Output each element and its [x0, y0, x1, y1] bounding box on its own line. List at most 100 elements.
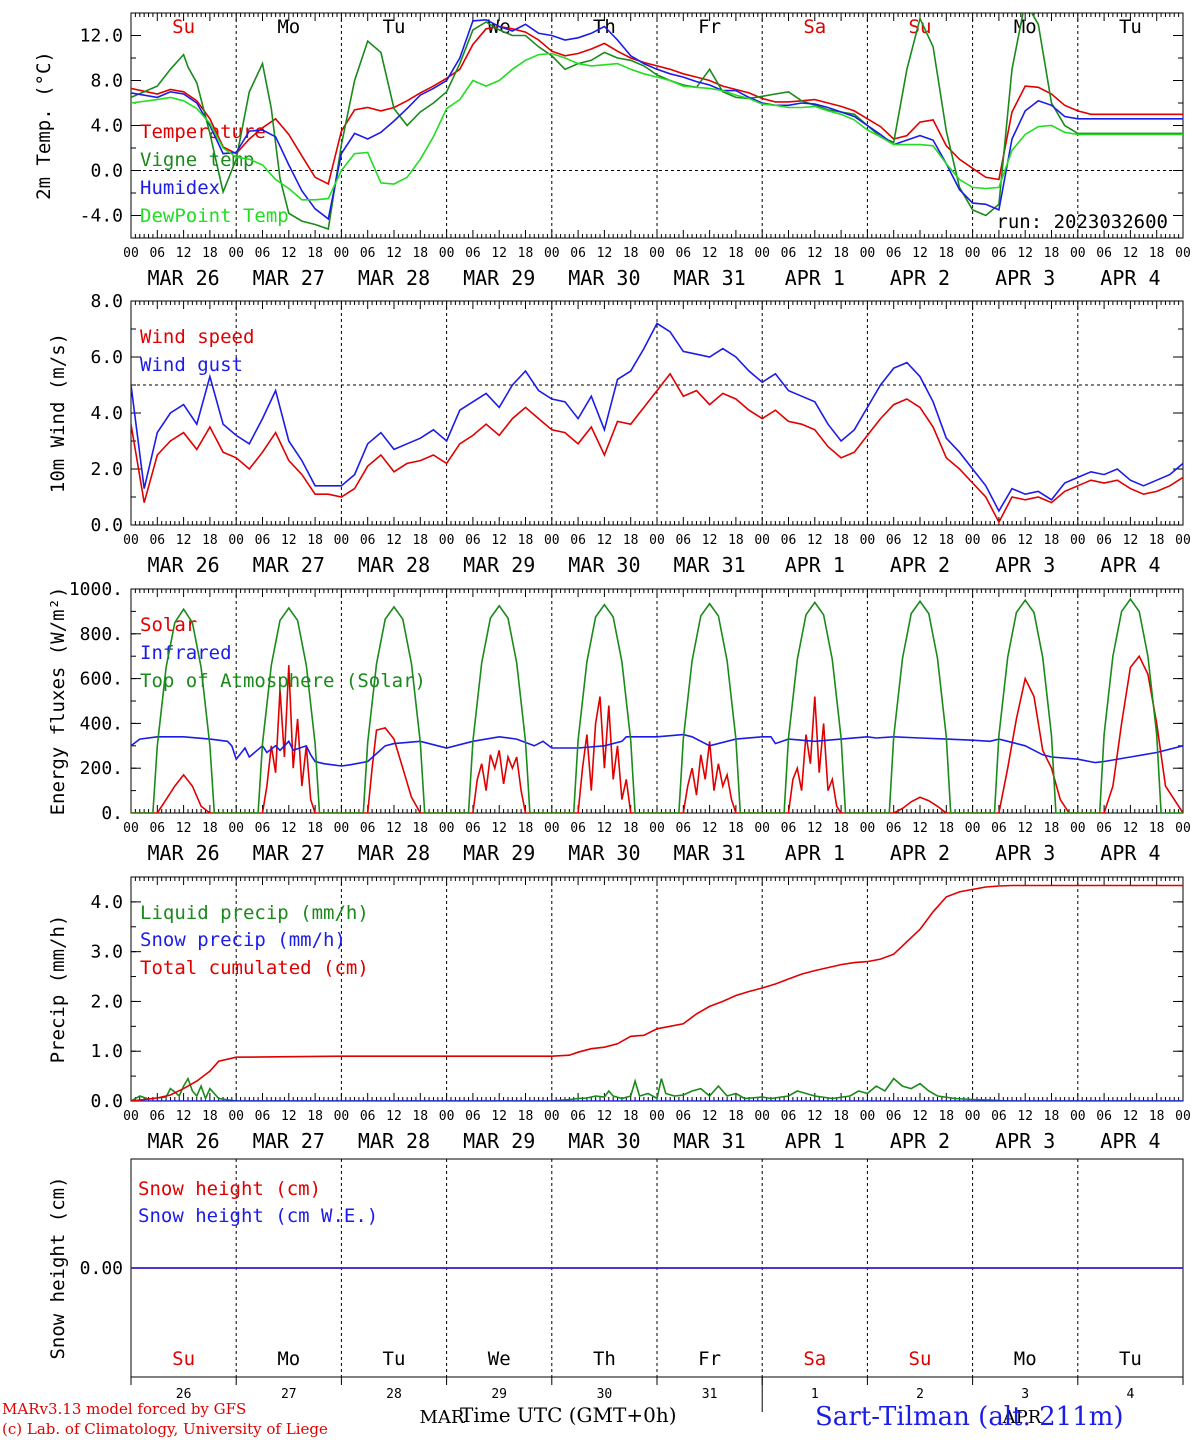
weekday-label: Mo: [277, 1348, 300, 1370]
hour-tick-label: 18: [1149, 533, 1165, 548]
date-label: APR 4: [1100, 841, 1160, 865]
hour-tick-label: 00: [649, 1109, 665, 1124]
y-tick-label: 3.0: [90, 942, 123, 963]
hour-tick-label: 12: [912, 821, 928, 836]
hour-tick-label: 06: [1096, 1109, 1112, 1124]
date-label: MAR 27: [253, 266, 325, 290]
day-number-label: 27: [281, 1387, 297, 1402]
hour-tick-label: 00: [649, 533, 665, 548]
hour-tick-label: 00: [965, 1109, 981, 1124]
hour-tick-label: 18: [623, 1109, 639, 1124]
y-tick-label: 2.0: [90, 459, 123, 480]
date-label: MAR 30: [568, 266, 640, 290]
series-line-temperature: [131, 25, 1183, 186]
legend-entry: Snow height (cm W.E.): [138, 1205, 378, 1227]
hour-tick-label: 00: [334, 1109, 350, 1124]
hour-tick-label: 18: [833, 533, 849, 548]
y-axis-label: Energy fluxes (W/m²): [47, 587, 69, 816]
hour-tick-label: 00: [965, 533, 981, 548]
hour-tick-label: 00: [123, 1109, 139, 1124]
hour-tick-label: 12: [386, 1109, 402, 1124]
y-tick-label: 0.00: [80, 1258, 123, 1279]
hour-tick-label: 12: [176, 1109, 192, 1124]
date-label: MAR 29: [463, 266, 535, 290]
hour-tick-label: 18: [938, 1109, 954, 1124]
hour-tick-label: 00: [860, 246, 876, 261]
hour-tick-label: 12: [491, 821, 507, 836]
y-tick-label: 0.: [101, 803, 123, 824]
hour-tick-label: 06: [149, 533, 165, 548]
hour-tick-label: 00: [228, 821, 244, 836]
y-axis-label: 2m Temp. (°C): [33, 51, 55, 200]
date-label: APR 4: [1100, 1129, 1160, 1153]
hour-tick-label: 06: [886, 533, 902, 548]
hour-tick-label: 18: [1149, 1109, 1165, 1124]
hour-tick-label: 06: [255, 533, 271, 548]
hour-tick-label: 18: [1044, 1109, 1060, 1124]
legend-entry: Wind gust: [140, 354, 243, 376]
y-tick-label: 6.0: [90, 347, 123, 368]
y-axis-label: Precip (mm/h): [47, 915, 69, 1064]
date-label: MAR 31: [673, 1129, 745, 1153]
hour-tick-label: 06: [360, 533, 376, 548]
hour-tick-label: 18: [518, 246, 534, 261]
hour-tick-label: 18: [307, 246, 323, 261]
day-number-label: 1: [811, 1387, 819, 1402]
hour-tick-label: 00: [544, 821, 560, 836]
panel-temperature: 00 06 12 18 00 06 12 18 00 06 12 18 00 06 12 18 00 06 12 18…: [33, 12, 1191, 290]
weekday-label: Su: [909, 1348, 932, 1370]
weekday-label: Su: [172, 1348, 195, 1370]
weekday-label: Fr: [698, 16, 721, 38]
hour-tick-label: 00: [754, 246, 770, 261]
weekday-label: Tu: [1119, 1348, 1142, 1370]
hour-tick-label: 00: [439, 821, 455, 836]
date-label: MAR 27: [253, 1129, 325, 1153]
hour-tick-label: 06: [255, 1109, 271, 1124]
hour-tick-label: 12: [281, 821, 297, 836]
weekday-label: Fr: [698, 1348, 721, 1370]
hour-tick-label: 00: [439, 246, 455, 261]
plot-frame: [130, 588, 1184, 814]
hour-tick-label: 12: [807, 533, 823, 548]
hour-tick-label: 00: [1175, 246, 1191, 261]
hour-tick-label: 18: [623, 533, 639, 548]
hour-tick-label: 12: [597, 533, 613, 548]
hour-tick-label: 18: [307, 821, 323, 836]
y-tick-label: 0.0: [90, 1091, 123, 1112]
date-label: MAR 30: [568, 841, 640, 865]
hour-tick-label: 18: [1044, 533, 1060, 548]
hour-tick-label: 18: [1149, 821, 1165, 836]
hour-tick-label: 00: [860, 1109, 876, 1124]
hour-tick-label: 12: [1123, 533, 1139, 548]
weekday-label: Sa: [803, 1348, 826, 1370]
hour-tick-label: 00: [649, 246, 665, 261]
date-label: MAR 30: [568, 553, 640, 577]
hour-tick-label: 12: [702, 533, 718, 548]
y-tick-label: 2.0: [90, 991, 123, 1012]
day-number-label: 3: [1021, 1387, 1029, 1402]
date-label: APR 4: [1100, 553, 1160, 577]
hour-tick-label: 06: [360, 1109, 376, 1124]
day-number-label: 29: [491, 1387, 507, 1402]
hour-tick-label: 18: [938, 246, 954, 261]
hour-tick-label: 06: [570, 821, 586, 836]
hour-tick-label: 06: [255, 246, 271, 261]
day-number-label: 30: [597, 1387, 613, 1402]
date-label: MAR 31: [673, 266, 745, 290]
legend-entry: Total cumulated (cm): [140, 957, 369, 979]
weekday-label: We: [488, 1348, 511, 1370]
legend-entry: Top of Atmosphere (Solar): [140, 670, 426, 692]
hour-tick-label: 06: [149, 821, 165, 836]
panel-snow: 26 27 28 29 30 31 1 2 3 4 MAR APR Su Mo Tu We Th Fr Sa Su Mo…: [47, 1158, 1184, 1428]
hour-tick-label: 06: [1096, 246, 1112, 261]
hour-tick-label: 00: [754, 821, 770, 836]
hour-tick-label: 18: [412, 821, 428, 836]
hour-tick-label: 18: [202, 246, 218, 261]
y-axis-label: Snow height (cm): [47, 1176, 69, 1359]
y-tick-label: 600.: [80, 669, 123, 690]
date-label: APR 3: [995, 841, 1055, 865]
hour-tick-label: 00: [860, 533, 876, 548]
month-label: APR: [1002, 1407, 1042, 1428]
legend-entry: Solar: [140, 614, 197, 636]
series-line-top-of-atmosphere-solar-: [131, 597, 1183, 813]
